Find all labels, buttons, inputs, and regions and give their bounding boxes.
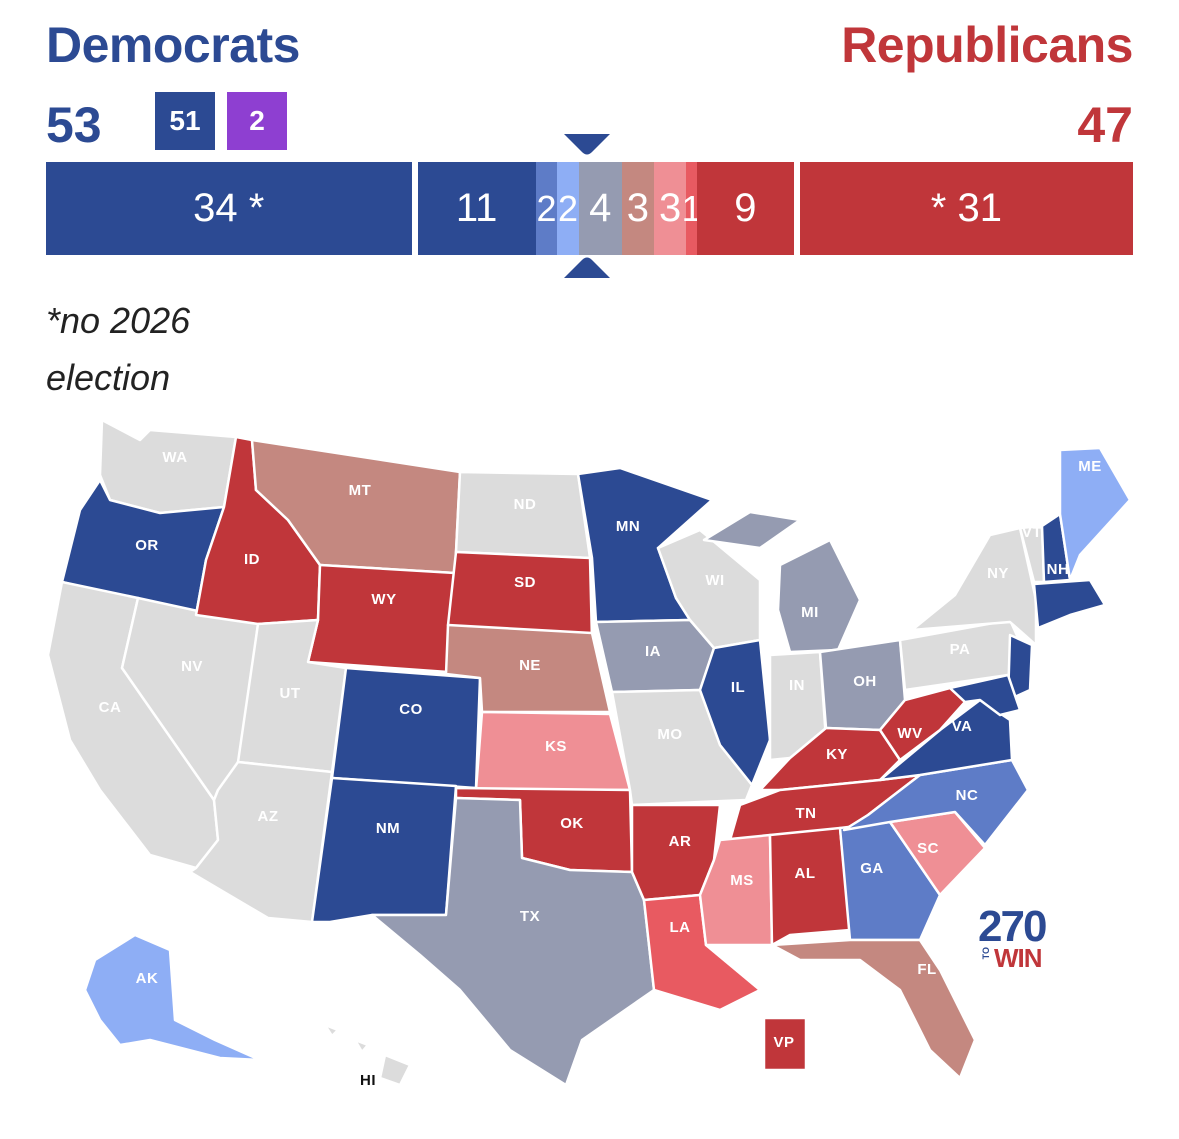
state-fl[interactable]	[770, 938, 977, 1080]
state-label-il: IL	[731, 679, 745, 696]
seat-bar-segment[interactable]: 3	[654, 162, 687, 255]
state-label-ny: NY	[987, 565, 1009, 582]
state-tx[interactable]	[370, 796, 656, 1087]
us-senate-map: WA OR CA NV ID MT WY UT AZ CO NM ND SD NE KS OK TX MN IA MO…	[46, 418, 1132, 1089]
democrats-seat-total: 53	[46, 97, 102, 153]
state-label-va: VA	[952, 718, 973, 735]
democrat-caucus-badge: 51	[155, 92, 215, 150]
state-label-ok: OK	[560, 815, 584, 832]
seat-bar-segment[interactable]: 3	[621, 162, 654, 255]
state-label-in: IN	[789, 677, 805, 694]
state-al[interactable]	[768, 826, 852, 947]
state-wa[interactable]	[98, 418, 238, 515]
seat-bar-segment[interactable]: 4	[578, 162, 622, 255]
state-label-ut: UT	[280, 685, 301, 702]
state-labels: WA OR CA NV ID MT WY UT AZ CO NM ND SD NE KS OK TX MN IA MO…	[99, 449, 1102, 1089]
state-ak[interactable]	[83, 933, 262, 1062]
state-label-ar: AR	[669, 833, 692, 850]
logo-to: TO	[981, 947, 991, 960]
logo-win: WIN	[994, 943, 1043, 973]
state-label-mo: MO	[657, 726, 682, 743]
seat-bar-segment[interactable]: 11	[417, 162, 536, 255]
majority-marker-bottom-icon	[564, 257, 610, 278]
seat-bar-segment[interactable]: 2	[557, 162, 579, 255]
state-il[interactable]	[698, 638, 772, 787]
state-label-nm: NM	[376, 820, 400, 837]
state-label-nd: ND	[514, 496, 537, 513]
seat-bar-segment[interactable]: * 31	[799, 162, 1133, 255]
state-label-tx: TX	[520, 908, 540, 925]
state-label-ks: KS	[545, 738, 567, 755]
state-label-nc: NC	[956, 787, 979, 804]
state-label-sc: SC	[917, 840, 939, 857]
state-label-ne: NE	[519, 657, 541, 674]
state-label-sd: SD	[514, 574, 536, 591]
seat-bar-segment[interactable]: 1	[682, 162, 702, 255]
state-label-co: CO	[399, 701, 423, 718]
state-nm[interactable]	[310, 776, 458, 924]
state-label-wy: WY	[371, 591, 396, 608]
state-label-al: AL	[795, 865, 816, 882]
republicans-title: Republicans	[841, 17, 1133, 73]
state-vp[interactable]	[762, 1016, 808, 1072]
state-label-az: AZ	[258, 808, 279, 825]
state-label-vt: VT	[1022, 524, 1042, 541]
footnote: *no 2026 election	[46, 300, 191, 398]
state-wy[interactable]	[306, 563, 457, 674]
state-label-pa: PA	[950, 641, 971, 658]
state-label-hi: HI	[360, 1072, 376, 1089]
republicans-seat-total: 47	[1077, 97, 1133, 153]
state-label-ga: GA	[860, 860, 884, 877]
state-ne_small[interactable]	[1032, 578, 1107, 630]
logo-number: 270	[978, 902, 1047, 951]
state-label-wi: WI	[705, 572, 724, 589]
state-label-la: LA	[670, 919, 691, 936]
state-nd[interactable]	[454, 470, 592, 560]
state-label-mt: MT	[349, 482, 372, 499]
state-label-ak: AK	[136, 970, 159, 987]
state-label-nv: NV	[181, 658, 203, 675]
state-label-mi: MI	[801, 604, 819, 621]
state-label-oh: OH	[853, 673, 877, 690]
seat-bar-segment[interactable]: 2	[535, 162, 558, 255]
state-label-vp: VP	[773, 1034, 794, 1051]
democrats-title: Democrats	[46, 17, 300, 73]
state-ny[interactable]	[910, 526, 1038, 647]
state-me[interactable]	[1058, 446, 1132, 582]
state-hi[interactable]	[323, 1023, 412, 1087]
majority-marker-top-icon	[564, 134, 610, 155]
state-label-wv: WV	[897, 725, 922, 742]
state-label-or: OR	[135, 537, 159, 554]
seat-bar-segment[interactable]: 34 *	[46, 162, 412, 255]
state-label-wa: WA	[162, 449, 187, 466]
270towin-logo: 270 TO WIN	[978, 905, 1058, 975]
state-label-id: ID	[244, 551, 260, 568]
state-label-nh: NH	[1047, 561, 1070, 578]
state-label-me: ME	[1078, 458, 1102, 475]
state-co[interactable]	[330, 666, 482, 790]
independent-caucus-badge: 2	[227, 92, 287, 150]
state-md[interactable]	[948, 673, 1022, 717]
state-label-mn: MN	[616, 518, 640, 535]
state-label-ky: KY	[826, 746, 848, 763]
state-label-ms: MS	[730, 872, 754, 889]
state-label-ia: IA	[645, 643, 661, 660]
seat-bar-segment[interactable]: 9	[697, 162, 794, 255]
state-label-fl: FL	[917, 961, 936, 978]
state-label-tn: TN	[796, 805, 817, 822]
state-label-ca: CA	[99, 699, 122, 716]
